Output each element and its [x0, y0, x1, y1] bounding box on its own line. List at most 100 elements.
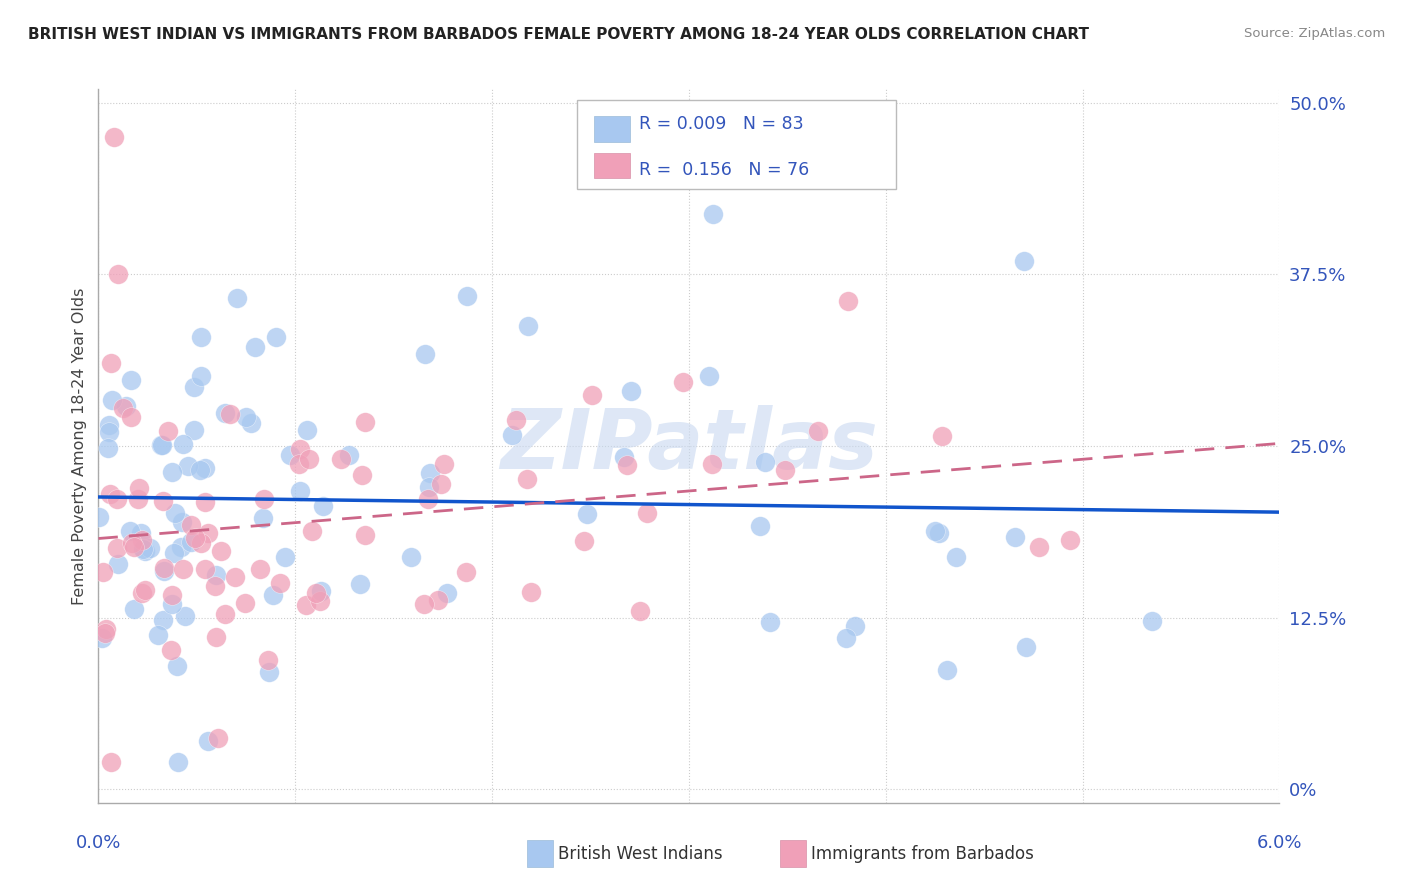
Point — [837, 294, 859, 309]
Point — [180, 518, 202, 533]
Point — [269, 575, 291, 590]
Point — [419, 466, 441, 480]
Point — [91, 566, 114, 580]
Point — [115, 399, 138, 413]
Point — [97, 441, 120, 455]
Point — [209, 544, 232, 558]
Point — [100, 392, 122, 407]
Point — [107, 557, 129, 571]
Point — [172, 437, 194, 451]
Point — [243, 340, 266, 354]
Point — [128, 481, 150, 495]
Point — [253, 492, 276, 507]
Point — [219, 407, 242, 421]
Point — [204, 579, 226, 593]
Point — [844, 619, 866, 633]
Point — [180, 535, 202, 549]
Point — [454, 565, 477, 579]
Point — [94, 622, 117, 636]
Point — [150, 438, 173, 452]
Point — [152, 561, 174, 575]
Point — [224, 570, 246, 584]
Point — [121, 373, 143, 387]
Point — [197, 734, 219, 748]
Point — [350, 468, 373, 483]
Point — [235, 409, 257, 424]
Point — [337, 448, 360, 462]
Point — [153, 564, 176, 578]
Point — [214, 406, 236, 420]
Point — [183, 380, 205, 394]
Point — [575, 507, 598, 521]
Point — [305, 586, 328, 600]
Point — [699, 369, 721, 384]
Point — [121, 535, 143, 549]
Point — [295, 598, 318, 612]
Point — [257, 665, 280, 680]
Point — [936, 663, 959, 677]
Point — [190, 330, 212, 344]
Text: BRITISH WEST INDIAN VS IMMIGRANTS FROM BARBADOS FEMALE POVERTY AMONG 18-24 YEAR : BRITISH WEST INDIAN VS IMMIGRANTS FROM B… — [28, 27, 1090, 42]
Point — [204, 567, 226, 582]
Point — [456, 289, 478, 303]
Point — [139, 541, 162, 555]
Point — [152, 493, 174, 508]
Point — [124, 601, 146, 615]
Point — [159, 642, 181, 657]
Point — [134, 544, 156, 558]
Point — [105, 541, 128, 555]
Point — [134, 583, 156, 598]
Point — [160, 588, 183, 602]
Point — [759, 615, 782, 629]
Point — [702, 206, 724, 220]
Point — [295, 423, 318, 437]
Point — [628, 604, 651, 618]
Point — [97, 425, 120, 440]
Point — [354, 528, 377, 542]
Point — [520, 584, 543, 599]
Point — [1015, 640, 1038, 655]
Point — [516, 318, 538, 333]
Point — [278, 448, 301, 462]
Point — [131, 533, 153, 547]
Point — [103, 130, 125, 145]
Point — [190, 536, 212, 550]
Point — [354, 415, 377, 429]
Point — [194, 461, 217, 475]
Point — [501, 428, 523, 442]
Point — [263, 588, 285, 602]
Point — [170, 540, 193, 554]
Point — [166, 658, 188, 673]
Point — [131, 586, 153, 600]
Point — [945, 550, 967, 565]
Point — [413, 597, 436, 611]
Point — [311, 583, 333, 598]
Text: Source: ZipAtlas.com: Source: ZipAtlas.com — [1244, 27, 1385, 40]
Point — [288, 483, 311, 498]
Point — [572, 533, 595, 548]
Bar — [595, 116, 630, 142]
Point — [162, 597, 184, 611]
Point — [87, 509, 110, 524]
Point — [288, 442, 311, 456]
Point — [105, 492, 128, 507]
Point — [1004, 530, 1026, 544]
Point — [156, 424, 179, 438]
Point — [309, 594, 332, 608]
Point — [194, 495, 217, 509]
Point — [613, 450, 636, 464]
Point — [298, 452, 321, 467]
Point — [252, 511, 274, 525]
Point — [616, 458, 638, 472]
Point — [111, 401, 134, 415]
Point — [835, 631, 858, 645]
Point — [249, 562, 271, 576]
Point — [148, 628, 170, 642]
Text: R = 0.009   N = 83: R = 0.009 N = 83 — [640, 115, 804, 133]
Point — [90, 631, 112, 645]
Point — [924, 524, 946, 538]
Point — [256, 653, 278, 667]
Bar — [595, 153, 630, 178]
Point — [399, 549, 422, 564]
Point — [516, 472, 538, 486]
